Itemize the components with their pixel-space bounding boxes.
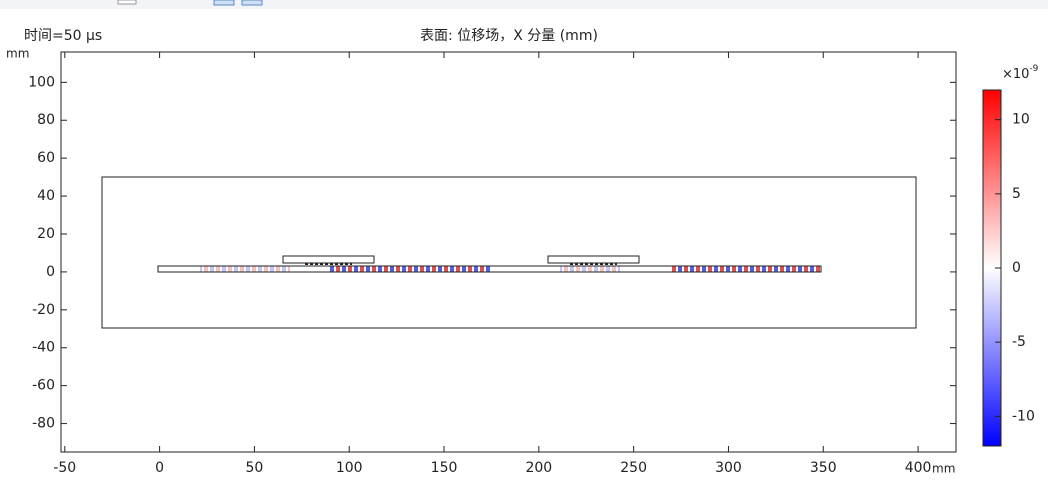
x-tick-label: 200 [525, 460, 552, 476]
plate [157, 265, 822, 273]
x-tick-label: 100 [336, 460, 363, 476]
wave-field [200, 266, 290, 272]
y-tick-label: -80 [32, 416, 55, 432]
y-tick-label: -40 [32, 340, 55, 356]
y-tick-label: 80 [37, 112, 55, 128]
x-tick-label: 250 [620, 460, 647, 476]
toolbar-button[interactable] [241, 0, 263, 6]
colorbar-base: ×10 [1002, 67, 1029, 82]
colorbar-tick-label: 5 [1012, 186, 1021, 202]
y-tick-label: 60 [37, 150, 55, 166]
toolbar [0, 0, 1048, 9]
y-unit: mm [6, 47, 29, 61]
y-tick-label: -20 [32, 302, 55, 318]
time-label: 时间=50 µs [24, 28, 102, 44]
wave-field [670, 266, 820, 272]
colorbar-tick-label: 10 [1012, 112, 1030, 128]
outer-domain [101, 176, 917, 329]
colorbar-exponent: ×10-9 [1002, 64, 1039, 82]
y-tick-label: 40 [37, 188, 55, 204]
wave-field [330, 266, 490, 272]
y-tick-label: 100 [28, 74, 55, 90]
y-tick-label: -60 [32, 378, 55, 394]
transducer [282, 255, 375, 264]
x-tick-label: 300 [715, 460, 742, 476]
plot-frame [60, 51, 957, 453]
toolbar-button[interactable] [213, 0, 235, 6]
x-tick-label: -50 [53, 460, 76, 476]
colorbar-tick-label: -10 [1012, 408, 1035, 424]
x-tick-label: 400 [905, 460, 932, 476]
y-tick-label: 0 [46, 264, 55, 280]
transducer [547, 255, 640, 264]
colorbar-exp: -9 [1029, 64, 1038, 74]
x-tick-label: 0 [155, 460, 164, 476]
colorbar-tick-label: 0 [1012, 260, 1021, 276]
colorbar-tick-label: -5 [1012, 334, 1026, 350]
x-tick-label: 150 [431, 460, 458, 476]
y-tick-label: 20 [37, 226, 55, 242]
x-tick-label: 350 [810, 460, 837, 476]
toolbar-button[interactable] [117, 0, 137, 5]
plot-title: 表面: 位移场，X 分量 (mm) [420, 28, 598, 44]
x-unit: mm [932, 462, 955, 476]
x-tick-label: 50 [245, 460, 263, 476]
wave-field [560, 266, 620, 272]
